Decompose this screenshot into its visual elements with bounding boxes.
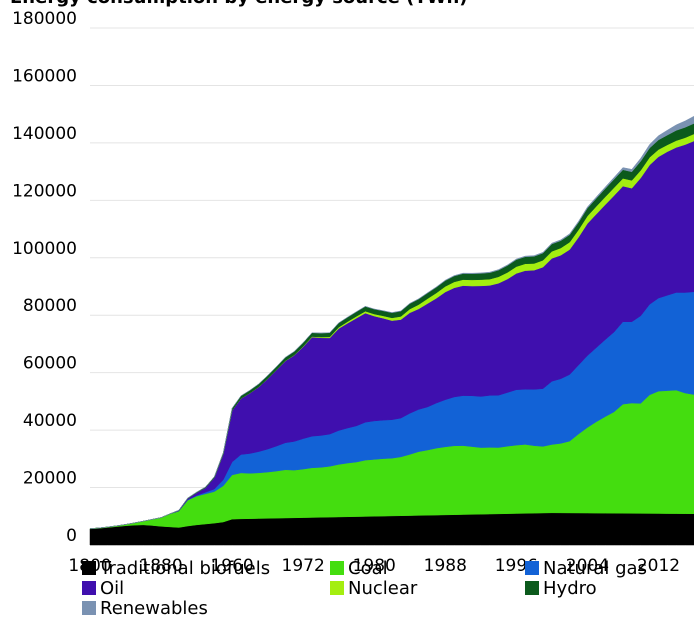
legend-swatch	[82, 601, 96, 615]
y-tick-label: 140000	[12, 124, 77, 144]
legend-label: Coal	[348, 558, 388, 579]
x-tick-label: 2012	[637, 556, 680, 576]
legend-label: Oil	[100, 578, 124, 599]
legend-swatch	[82, 581, 96, 595]
x-tick-label: 1980	[353, 556, 396, 576]
x-tick-label: 1988	[424, 556, 467, 576]
y-tick-label: 40000	[23, 411, 77, 431]
y-tick-label: 80000	[23, 296, 77, 316]
y-tick-label: 60000	[23, 354, 77, 374]
legend-label: Traditional biofuels	[99, 558, 270, 579]
x-tick-label: 1972	[282, 556, 325, 576]
legend-label: Hydro	[543, 578, 597, 599]
legend-swatch	[330, 561, 344, 575]
area	[89, 115, 694, 529]
legend-label: Nuclear	[348, 578, 418, 599]
x-tick-label: 1880	[139, 556, 182, 576]
chart-title: Energy consumption by energy source (TWh…	[10, 0, 468, 8]
y-tick-label: 20000	[23, 469, 77, 489]
x-tick-label: 1960	[210, 556, 253, 576]
legend-label: Renewables	[100, 598, 208, 619]
legend-swatch	[82, 561, 96, 575]
y-tick-label: 180000	[12, 9, 77, 29]
y-tick-label: 0	[66, 526, 77, 546]
y-tick-label: 160000	[12, 66, 77, 86]
y-tick-label: 100000	[12, 239, 77, 259]
x-tick-label: 2004	[566, 556, 609, 576]
legend-label: Natural gas	[543, 558, 647, 579]
legend-swatch	[525, 581, 539, 595]
y-tick-label: 120000	[12, 181, 77, 201]
legend-swatch	[330, 581, 344, 595]
legend-swatch	[525, 561, 539, 575]
